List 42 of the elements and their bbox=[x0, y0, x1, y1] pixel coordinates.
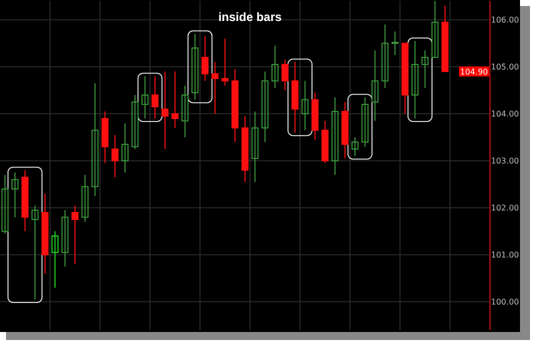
y-tick-label: 100.00 bbox=[491, 298, 519, 307]
y-tick-label: 106.00 bbox=[491, 16, 519, 25]
candlestick bbox=[172, 71, 178, 128]
candlestick bbox=[412, 40, 418, 119]
candlestick bbox=[182, 85, 188, 138]
candlestick bbox=[82, 174, 88, 222]
candlestick bbox=[212, 62, 218, 114]
candlestick bbox=[2, 174, 8, 234]
y-tick-label: 105.00 bbox=[491, 62, 519, 72]
candlestick bbox=[12, 172, 18, 218]
candlestick bbox=[192, 33, 198, 100]
candlestick bbox=[72, 204, 78, 265]
candlestick bbox=[392, 31, 398, 56]
candlestick bbox=[332, 96, 338, 176]
candlestick bbox=[362, 96, 368, 148]
candlestick bbox=[302, 80, 308, 131]
candlestick bbox=[122, 122, 128, 174]
candlestick bbox=[112, 134, 118, 178]
candlestick bbox=[92, 82, 98, 197]
candlestick bbox=[252, 110, 258, 182]
candlestick bbox=[222, 38, 228, 86]
candlestick bbox=[262, 71, 268, 142]
candlestick bbox=[272, 45, 278, 88]
y-tick-label: 103.00 bbox=[491, 156, 519, 166]
candlestick bbox=[422, 50, 428, 88]
y-tick-label: 102.00 bbox=[491, 204, 519, 213]
candlestick bbox=[32, 204, 38, 300]
y-tick-label: 101.00 bbox=[491, 250, 519, 260]
candlestick bbox=[152, 76, 158, 119]
candlestick bbox=[132, 94, 138, 150]
candlestick bbox=[52, 230, 58, 288]
y-tick-label: 104.00 bbox=[491, 110, 519, 119]
candlestick bbox=[202, 36, 208, 82]
candlestick bbox=[372, 50, 378, 122]
candlestick bbox=[352, 136, 358, 157]
candlestick bbox=[282, 59, 288, 91]
candlestick bbox=[142, 76, 148, 119]
candlestick bbox=[62, 210, 68, 268]
candlestick bbox=[432, 0, 438, 58]
candlestick bbox=[162, 71, 168, 150]
text: inside bars bbox=[218, 10, 282, 24]
candlestick bbox=[382, 24, 388, 88]
